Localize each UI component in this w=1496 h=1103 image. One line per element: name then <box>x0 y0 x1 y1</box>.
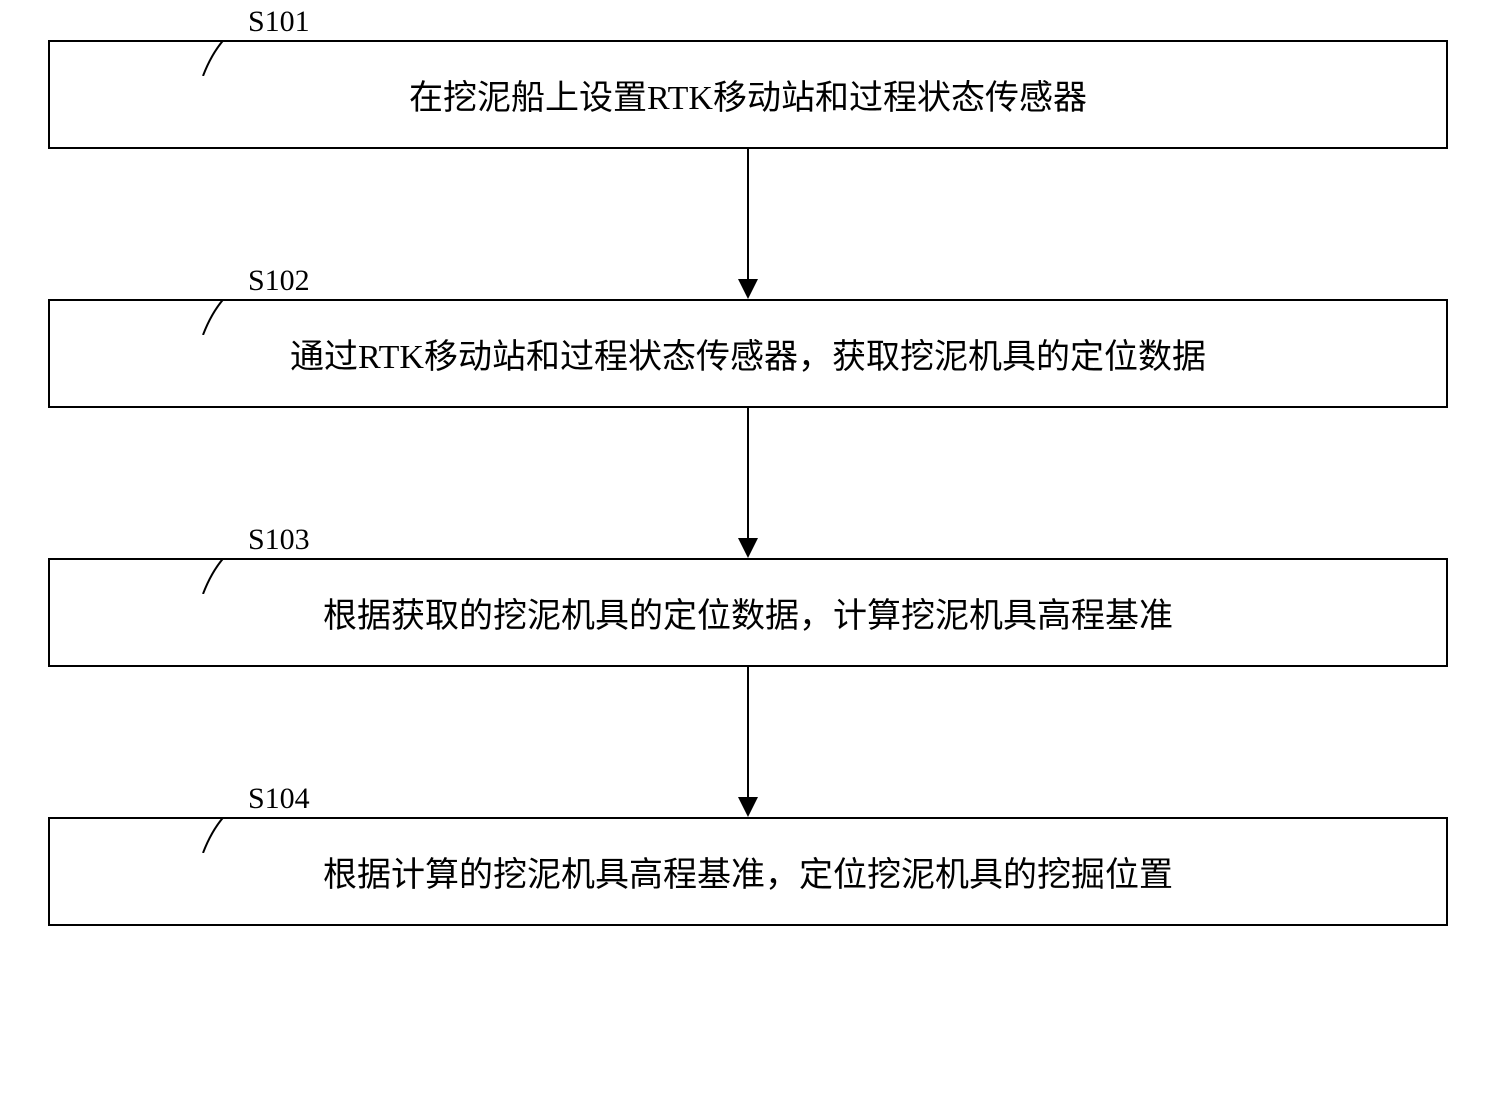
arrow-container-2 <box>728 408 768 558</box>
step-label-3: S103 <box>248 523 310 557</box>
arrow-down-3 <box>728 667 768 817</box>
arrow-container-1 <box>728 149 768 299</box>
step-box-2: 通过RTK移动站和过程状态传感器，获取挖泥机具的定位数据 <box>48 299 1448 408</box>
step-wrapper-1: S101 在挖泥船上设置RTK移动站和过程状态传感器 <box>48 40 1448 149</box>
step-box-3: 根据获取的挖泥机具的定位数据，计算挖泥机具高程基准 <box>48 558 1448 667</box>
step-label-4: S104 <box>248 782 310 816</box>
step-wrapper-4: S104 根据计算的挖泥机具高程基准，定位挖泥机具的挖掘位置 <box>48 817 1448 926</box>
step-box-1: 在挖泥船上设置RTK移动站和过程状态传感器 <box>48 40 1448 149</box>
step-label-2: S102 <box>248 264 310 298</box>
arrow-container-3 <box>728 667 768 817</box>
arrow-down-1 <box>728 149 768 299</box>
flowchart-container: S101 在挖泥船上设置RTK移动站和过程状态传感器 S102 通过RTK移动站… <box>48 40 1448 926</box>
step-label-1: S101 <box>248 5 310 39</box>
step-wrapper-3: S103 根据获取的挖泥机具的定位数据，计算挖泥机具高程基准 <box>48 558 1448 667</box>
step-wrapper-2: S102 通过RTK移动站和过程状态传感器，获取挖泥机具的定位数据 <box>48 299 1448 408</box>
step-box-4: 根据计算的挖泥机具高程基准，定位挖泥机具的挖掘位置 <box>48 817 1448 926</box>
arrow-down-2 <box>728 408 768 558</box>
